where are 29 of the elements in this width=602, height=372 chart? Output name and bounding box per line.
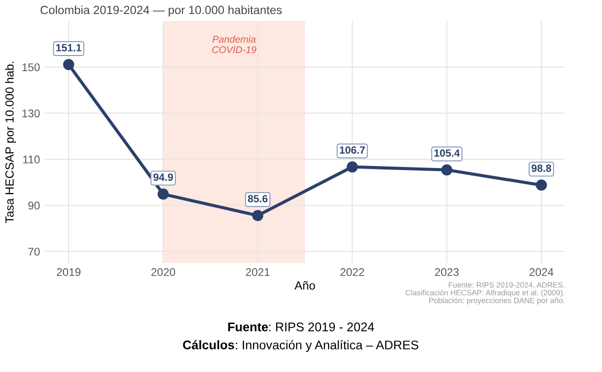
text: Cálculos: Innovación y Analítica – ADRES — [183, 340, 418, 352]
point — [158, 188, 169, 200]
point — [252, 210, 264, 222]
y-tick-label: 70 — [28, 248, 40, 256]
data-label: 94.9 — [153, 174, 173, 181]
data-label: 106.7 — [340, 146, 365, 154]
data-label: 151.1 — [56, 44, 82, 52]
source-note: Fuente: RIPS 2019 - 2024 — [228, 322, 374, 332]
x-axis-title: Año — [294, 281, 316, 290]
y-axis-title: Tasa HECSAP por 10.000 hab. — [5, 62, 16, 223]
x-tick-label: 2022 — [340, 268, 364, 276]
band-label: Pandemia COVID-19 — [212, 36, 256, 54]
x-tick-label: 2020 — [151, 268, 176, 276]
x-tick-label: 2021 — [246, 268, 270, 276]
y-tick-label: 150 — [22, 63, 40, 72]
y-tick-label: 130 — [22, 109, 40, 118]
x-tick-label: 2024 — [530, 268, 554, 276]
y-tick-label: 90 — [28, 202, 40, 210]
chart-subtitle: Colombia 2019-2024 — por 10.000 habitantes — [40, 6, 282, 16]
point — [63, 59, 74, 70]
y-tick-label: 110 — [23, 156, 40, 164]
point — [536, 180, 547, 191]
x-tick-label: 2023 — [435, 268, 459, 276]
data-label: 98.8 — [532, 164, 552, 172]
x-tick-label: 2019 — [56, 268, 80, 276]
point — [346, 161, 358, 172]
data-label: 85.6 — [248, 194, 268, 202]
data-label: 105.4 — [434, 149, 460, 157]
point — [441, 164, 452, 176]
